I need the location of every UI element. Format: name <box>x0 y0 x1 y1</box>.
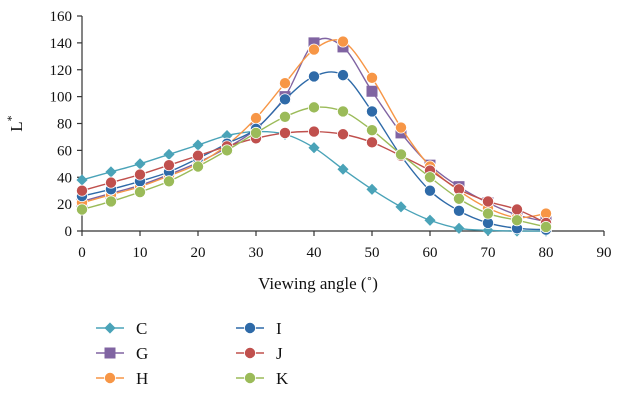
data-point-k <box>220 144 233 157</box>
y-tick-label: 40 <box>57 170 72 186</box>
data-point-h <box>336 35 349 48</box>
data-point-j <box>76 184 89 197</box>
data-point-g <box>366 85 378 97</box>
data-point-k <box>510 214 523 227</box>
legend-item-k: K <box>236 369 289 388</box>
legend-item-h: H <box>96 369 148 388</box>
legend-label-h: H <box>136 369 148 388</box>
data-point-j <box>307 125 320 138</box>
data-point-j <box>336 128 349 141</box>
data-point-k <box>452 192 465 205</box>
data-point-i <box>423 184 436 197</box>
series-j <box>76 125 553 229</box>
data-point-h <box>394 121 407 134</box>
y-tick-label: 0 <box>65 224 73 240</box>
data-point-k <box>249 126 262 139</box>
data-point-c <box>192 139 204 151</box>
x-tick-label: 20 <box>191 245 206 261</box>
data-point-k <box>162 175 175 188</box>
series-k <box>76 101 553 233</box>
legend-label-g: G <box>136 344 148 363</box>
legend-marker-k <box>243 371 256 384</box>
legend-label-c: C <box>136 319 147 338</box>
legend-item-i: I <box>236 319 282 338</box>
legend-label-i: I <box>276 319 282 338</box>
data-point-c <box>105 166 117 178</box>
data-point-j <box>191 149 204 162</box>
data-point-k <box>76 203 89 216</box>
legend: CGH IJK <box>96 319 289 388</box>
x-tick-label: 90 <box>597 245 612 261</box>
legend-marker-g <box>104 347 116 359</box>
legend-marker-h <box>104 371 117 384</box>
y-tick-label: 140 <box>50 36 73 52</box>
y-tick-label: 120 <box>50 63 73 79</box>
data-point-k <box>365 124 378 137</box>
y-tick-label: 100 <box>50 90 73 106</box>
data-point-h <box>278 77 291 90</box>
data-point-i <box>278 93 291 106</box>
y-tick-label: 20 <box>57 197 72 213</box>
y-tick-label: 60 <box>57 143 72 159</box>
data-point-h <box>365 71 378 84</box>
data-point-c <box>424 214 436 226</box>
x-tick-label: 80 <box>539 245 554 261</box>
x-tick-label: 30 <box>249 245 264 261</box>
y-tick-label: 160 <box>50 9 73 25</box>
legend-item-c: C <box>96 319 147 338</box>
legend-item-g: G <box>96 344 148 363</box>
legend-label-j: J <box>276 344 283 363</box>
legend-marker-c <box>104 322 116 334</box>
y-tick-labels: 0 20 40 60 80 100 120 140 160 <box>50 9 82 240</box>
data-point-k <box>105 195 118 208</box>
legend-marker-j <box>243 346 256 359</box>
data-point-k <box>394 148 407 161</box>
data-point-c <box>308 142 320 154</box>
legend-label-k: K <box>276 369 289 388</box>
data-point-k <box>133 186 146 199</box>
x-tick-label: 40 <box>307 245 322 261</box>
series-line-k <box>81 106 547 228</box>
x-tick-label: 70 <box>481 245 496 261</box>
data-point-k <box>336 105 349 118</box>
data-point-k <box>540 220 553 233</box>
data-point-c <box>163 148 175 160</box>
data-point-j <box>162 159 175 172</box>
data-point-j <box>481 195 494 208</box>
data-point-k <box>423 171 436 184</box>
x-axis-title: Viewing angle (˚) <box>258 274 378 293</box>
x-tick-labels: 0 10 20 30 40 50 60 70 80 90 <box>78 231 612 261</box>
series-layer <box>76 35 553 237</box>
data-point-c <box>395 201 407 213</box>
data-point-k <box>307 101 320 114</box>
data-point-j <box>278 126 291 139</box>
data-point-i <box>365 105 378 118</box>
legend-marker-i <box>243 321 256 334</box>
data-point-c <box>76 174 88 186</box>
data-point-j <box>105 176 118 189</box>
data-point-j <box>365 136 378 149</box>
data-point-c <box>337 163 349 175</box>
data-point-i <box>336 69 349 82</box>
data-point-h <box>249 112 262 125</box>
x-tick-label: 0 <box>78 245 86 261</box>
data-point-h <box>307 43 320 56</box>
y-tick-label: 80 <box>57 117 72 133</box>
data-point-c <box>134 158 146 170</box>
data-point-j <box>510 203 523 216</box>
data-point-k <box>191 160 204 173</box>
x-tick-label: 60 <box>423 245 438 261</box>
x-tick-label: 10 <box>133 245 148 261</box>
data-point-k <box>481 207 494 220</box>
x-tick-label: 50 <box>365 245 380 261</box>
data-point-c <box>453 222 465 234</box>
y-axis-title: L* <box>4 115 26 131</box>
data-point-c <box>366 183 378 195</box>
data-point-j <box>133 168 146 181</box>
legend-item-j: J <box>236 344 283 363</box>
data-point-i <box>452 204 465 217</box>
data-point-i <box>307 70 320 83</box>
data-point-k <box>278 110 291 123</box>
